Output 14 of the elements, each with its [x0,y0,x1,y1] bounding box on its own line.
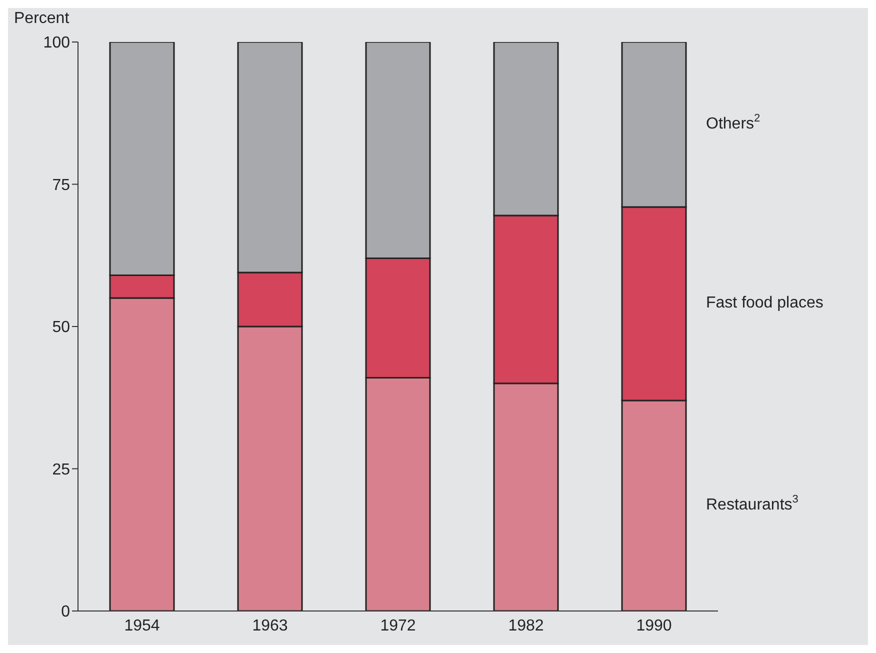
series-label: Fast food places [706,294,824,312]
y-axis-title: Percent [14,10,70,28]
y-tick-label: 100 [43,34,70,52]
x-tick-label: 1990 [636,617,672,634]
y-tick-label: 75 [52,176,70,194]
x-tick-label: 1982 [508,617,544,634]
x-tick-label: 1954 [124,617,160,634]
x-tick-label: 1972 [380,617,416,634]
series-label: Others$^{2}$ [706,112,760,133]
y-tick-label: 0 [61,604,70,621]
series-label: Restaurants$^{3}$ [706,494,798,514]
y-tick-label: 50 [52,319,70,336]
y-tick-label: 25 [52,461,70,478]
x-tick-label: 1963 [252,617,288,634]
